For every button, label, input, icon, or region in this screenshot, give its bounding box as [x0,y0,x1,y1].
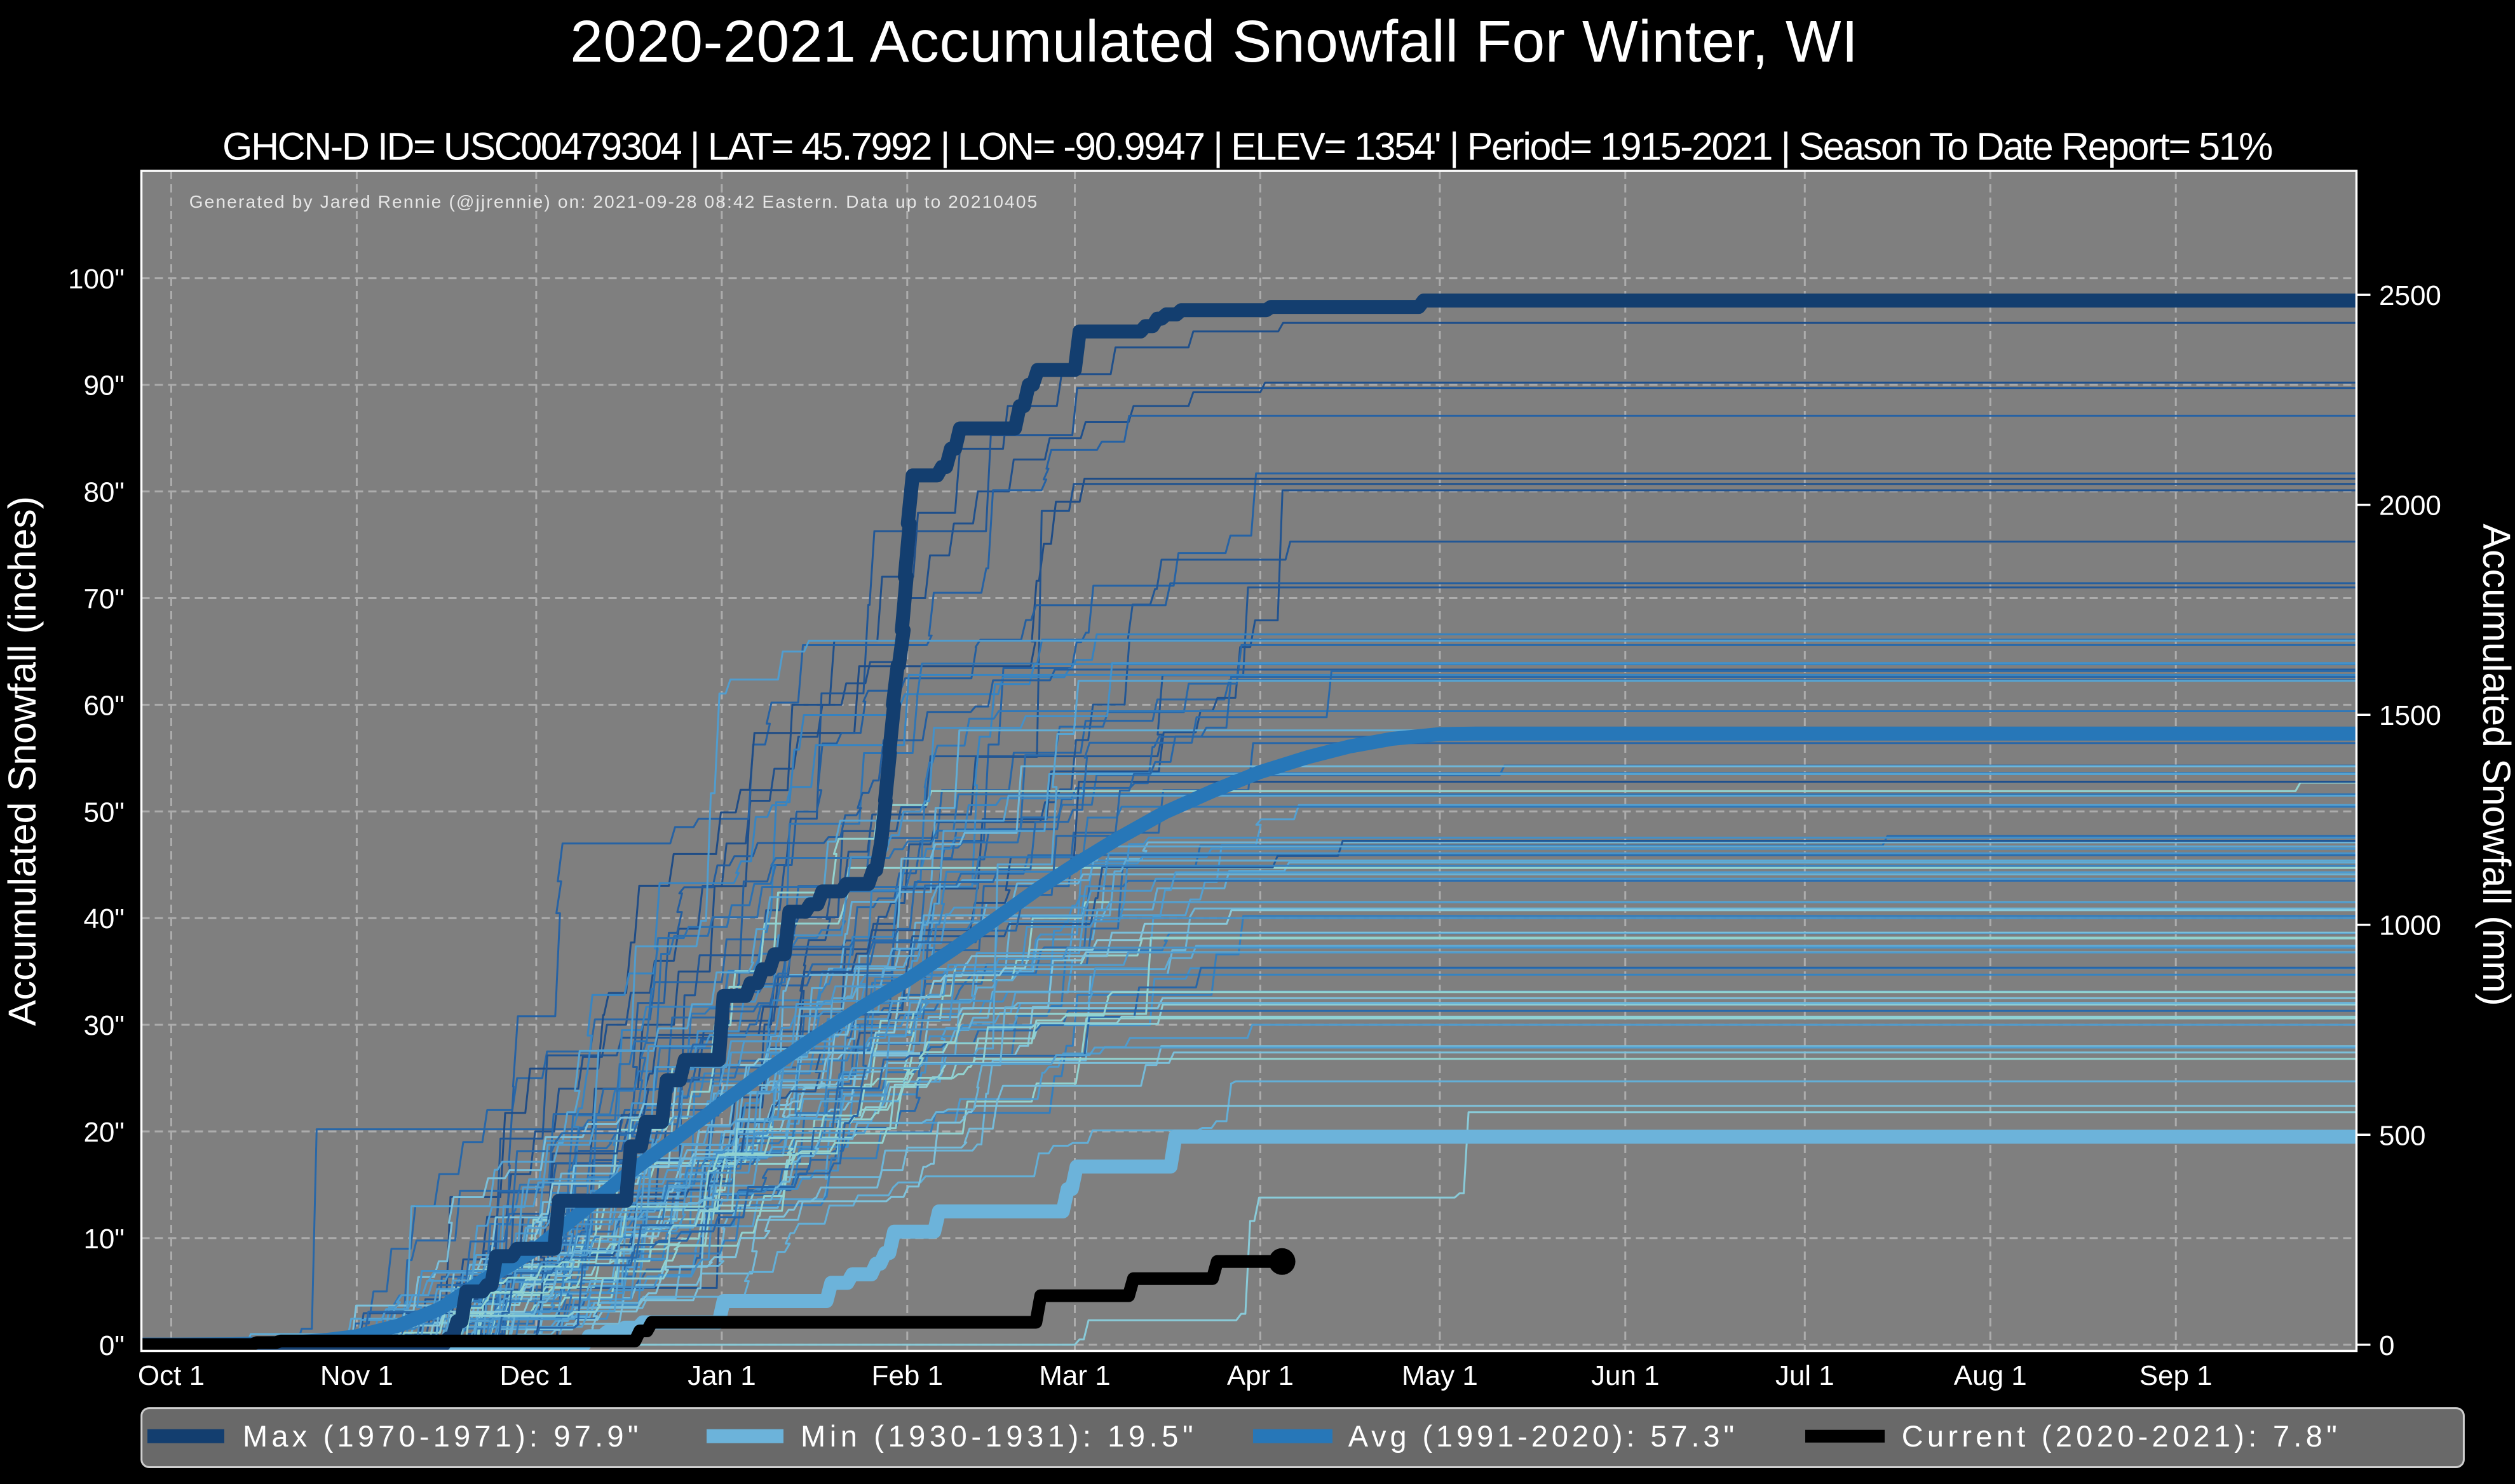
svg-text:1500: 1500 [2379,700,2441,731]
svg-text:Mar 1: Mar 1 [1039,1360,1110,1391]
svg-text:Current (2020-2021): 7.8": Current (2020-2021): 7.8" [1902,1419,2341,1453]
svg-text:80": 80" [83,477,125,508]
svg-text:Oct 1: Oct 1 [138,1360,205,1391]
svg-text:50": 50" [83,797,125,828]
svg-text:Avg (1991-2020): 57.3": Avg (1991-2020): 57.3" [1348,1419,1738,1453]
svg-text:Dec 1: Dec 1 [499,1360,573,1391]
svg-text:Apr 1: Apr 1 [1227,1360,1294,1391]
svg-text:2000: 2000 [2379,490,2441,522]
svg-text:Accumulated Snowfall (mm): Accumulated Snowfall (mm) [2475,523,2515,1006]
svg-text:20": 20" [83,1117,125,1148]
svg-text:GHCN-D ID= USC00479304 | LAT=: GHCN-D ID= USC00479304 | LAT= 45.7992 | … [222,125,2272,168]
svg-text:Accumulated Snowfall (inches): Accumulated Snowfall (inches) [1,496,44,1026]
svg-text:Min (1930-1931): 19.5": Min (1930-1931): 19.5" [801,1419,1197,1453]
svg-text:40": 40" [83,903,125,934]
svg-text:30": 30" [83,1010,125,1041]
svg-text:Max (1970-1971): 97.9": Max (1970-1971): 97.9" [243,1419,642,1453]
svg-text:Generated by Jared Rennie (@jj: Generated by Jared Rennie (@jjrennie) on… [189,192,1039,212]
svg-text:Jan 1: Jan 1 [688,1360,756,1391]
svg-text:70": 70" [83,584,125,615]
svg-text:Jun 1: Jun 1 [1591,1360,1660,1391]
svg-text:90": 90" [83,370,125,401]
svg-text:May 1: May 1 [1402,1360,1478,1391]
svg-text:Sep 1: Sep 1 [2139,1360,2213,1391]
svg-text:2020-2021 Accumulated Snowfall: 2020-2021 Accumulated Snowfall For Winte… [570,8,1858,74]
svg-text:Aug 1: Aug 1 [1954,1360,2027,1391]
svg-text:60": 60" [83,690,125,721]
svg-text:100": 100" [68,264,125,295]
svg-text:500: 500 [2379,1120,2425,1151]
svg-text:10": 10" [83,1224,125,1255]
svg-text:1000: 1000 [2379,910,2441,941]
svg-text:Feb 1: Feb 1 [872,1360,944,1391]
svg-text:0: 0 [2379,1330,2394,1361]
svg-text:0": 0" [99,1330,125,1361]
svg-text:Jul 1: Jul 1 [1775,1360,1834,1391]
svg-text:Nov 1: Nov 1 [320,1360,393,1391]
svg-text:2500: 2500 [2379,280,2441,311]
